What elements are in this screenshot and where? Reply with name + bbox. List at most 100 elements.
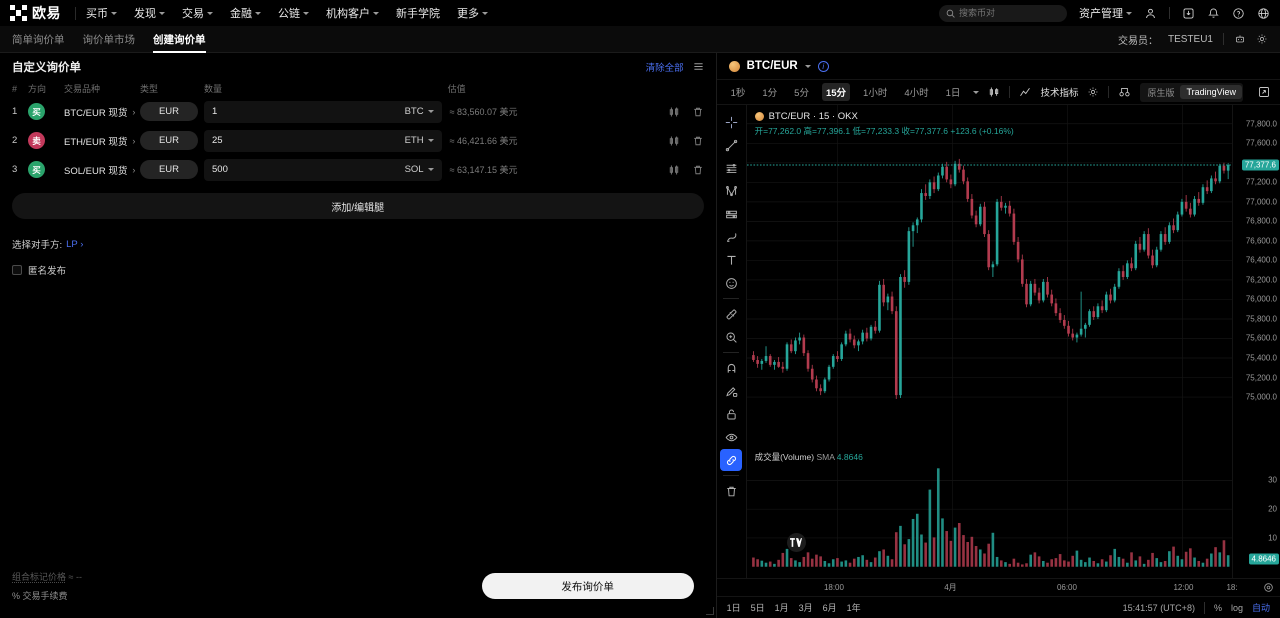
nav-item-discover[interactable]: 发现 bbox=[134, 5, 165, 21]
nav-item-finance[interactable]: 金融 bbox=[230, 5, 261, 21]
sync-link-icon[interactable] bbox=[720, 449, 743, 471]
tab-simple-rfq[interactable]: 简单询价单 bbox=[12, 33, 65, 46]
anonymous-checkbox[interactable] bbox=[12, 265, 22, 275]
time-axis[interactable]: 18:00 4月 06:00 12:00 18: bbox=[716, 578, 1280, 596]
type-selector[interactable]: EUR bbox=[140, 102, 198, 121]
range-5d[interactable]: 5日 bbox=[750, 603, 765, 613]
pencil-lock-icon[interactable] bbox=[720, 380, 742, 402]
zoom-in-icon[interactable] bbox=[720, 326, 742, 348]
price-tick: 77,200.0 bbox=[1245, 177, 1277, 187]
symbol-selector[interactable]: SOL/EUR 现货 › bbox=[64, 163, 140, 177]
symbol-selector[interactable]: BTC/EUR 现货 › bbox=[64, 105, 140, 119]
nav-item-chain[interactable]: 公链 bbox=[278, 5, 309, 21]
help-icon[interactable] bbox=[1232, 7, 1245, 20]
price-axis[interactable]: 77,800.077,600.077,400.077,200.077,000.0… bbox=[1232, 105, 1280, 578]
trend-line-icon[interactable] bbox=[720, 134, 742, 156]
symbol-selector[interactable]: ETH/EUR 现货 › bbox=[64, 134, 140, 148]
pitchfork-icon[interactable] bbox=[720, 180, 742, 202]
long-position-icon[interactable] bbox=[720, 203, 742, 225]
percent-scale-toggle[interactable]: % bbox=[1213, 602, 1222, 613]
range-3mo[interactable]: 3月 bbox=[798, 603, 813, 613]
range-1y[interactable]: 1年 bbox=[846, 603, 861, 613]
clear-all-button[interactable]: 清除全部 bbox=[645, 62, 684, 74]
delete-row-icon[interactable] bbox=[692, 164, 704, 176]
nav-item-more[interactable]: 更多 bbox=[457, 5, 488, 21]
magnet-icon[interactable] bbox=[720, 357, 742, 379]
menu-icon[interactable] bbox=[693, 61, 704, 72]
candlestick-icon[interactable] bbox=[668, 106, 680, 118]
timeframe-15m[interactable]: 15分 bbox=[821, 83, 851, 101]
range-6mo[interactable]: 6月 bbox=[822, 603, 837, 613]
add-edit-leg-button[interactable]: 添加/编辑腿 bbox=[12, 193, 704, 219]
timeframe-5m[interactable]: 5分 bbox=[794, 88, 809, 99]
robot-icon[interactable] bbox=[1234, 33, 1246, 45]
indicator-icon[interactable] bbox=[1019, 86, 1031, 98]
lock-icon[interactable] bbox=[720, 403, 742, 425]
crosshair-icon[interactable] bbox=[720, 111, 742, 133]
nav-divider bbox=[1223, 33, 1224, 45]
delete-row-icon[interactable] bbox=[692, 106, 704, 118]
nav-item-trade[interactable]: 交易 bbox=[182, 5, 213, 21]
resize-handle[interactable] bbox=[705, 607, 714, 615]
emoji-icon[interactable] bbox=[720, 272, 742, 294]
currency-selector[interactable]: BTC bbox=[405, 106, 434, 117]
tab-create-rfq[interactable]: 创建询价单 bbox=[153, 26, 206, 53]
auto-scale-toggle[interactable]: 自动 bbox=[1251, 603, 1270, 613]
tab-rfq-market[interactable]: 询价单市场 bbox=[82, 33, 136, 46]
candlestick-icon[interactable] bbox=[668, 164, 680, 176]
okx-logo[interactable]: 欧易 bbox=[10, 3, 61, 23]
bell-icon[interactable] bbox=[1207, 7, 1220, 20]
info-icon[interactable]: i bbox=[817, 60, 829, 72]
gear-icon[interactable] bbox=[1256, 33, 1268, 45]
range-1d[interactable]: 1日 bbox=[726, 603, 741, 613]
brush-icon[interactable] bbox=[720, 226, 742, 248]
timeframe-1d[interactable]: 1日 bbox=[945, 88, 961, 99]
timeframe-4h[interactable]: 4小时 bbox=[904, 88, 929, 99]
indicators-button[interactable]: 技术指标 bbox=[1040, 88, 1079, 99]
trash-icon[interactable] bbox=[720, 480, 742, 502]
text-icon[interactable] bbox=[720, 249, 742, 271]
search-box[interactable] bbox=[939, 4, 1067, 22]
type-selector[interactable]: EUR bbox=[140, 131, 198, 150]
fullscreen-icon[interactable] bbox=[1258, 86, 1270, 98]
view-native[interactable]: 原生版 bbox=[1147, 87, 1175, 98]
chart-plot-area[interactable]: BTC/EUR · 15 · OKX 开=77,262.0 高=77,396.1… bbox=[746, 105, 1232, 578]
amount-input[interactable] bbox=[212, 106, 405, 117]
eye-icon[interactable] bbox=[720, 426, 742, 448]
direction-badge-buy[interactable]: 买 bbox=[28, 161, 45, 178]
nav-item-institutional[interactable]: 机构客户 bbox=[326, 5, 379, 21]
amount-input[interactable] bbox=[212, 164, 405, 175]
axis-settings-icon[interactable] bbox=[1263, 582, 1274, 593]
type-selector[interactable]: EUR bbox=[140, 160, 198, 179]
nav-item-academy[interactable]: 新手学院 bbox=[396, 5, 440, 21]
chevron-down-icon[interactable] bbox=[973, 90, 980, 94]
chevron-down-icon[interactable] bbox=[804, 64, 811, 68]
horizontal-lines-icon[interactable] bbox=[720, 157, 742, 179]
assets-management-menu[interactable]: 资产管理 bbox=[1079, 5, 1132, 21]
counterparty-selector[interactable]: LP › bbox=[66, 238, 84, 250]
range-1mo[interactable]: 1月 bbox=[774, 603, 789, 613]
gear-icon[interactable] bbox=[1087, 86, 1099, 98]
direction-badge-buy[interactable]: 买 bbox=[28, 103, 45, 120]
delete-row-icon[interactable] bbox=[692, 135, 704, 147]
search-input[interactable] bbox=[959, 8, 1060, 18]
timeframe-1h[interactable]: 1小时 bbox=[863, 88, 888, 99]
anonymous-publish-row: 匿名发布 bbox=[0, 251, 716, 277]
log-scale-toggle[interactable]: log bbox=[1230, 602, 1243, 613]
ruler-icon[interactable] bbox=[720, 303, 742, 325]
chart-type-icon[interactable] bbox=[988, 86, 1000, 98]
candlestick-icon[interactable] bbox=[668, 135, 680, 147]
replay-icon[interactable] bbox=[1118, 86, 1131, 98]
direction-badge-sell[interactable]: 卖 bbox=[28, 132, 45, 149]
user-icon[interactable] bbox=[1144, 7, 1157, 20]
download-icon[interactable] bbox=[1182, 7, 1195, 20]
globe-icon[interactable] bbox=[1257, 7, 1270, 20]
timeframe-1s[interactable]: 1秒 bbox=[730, 88, 746, 99]
amount-input[interactable] bbox=[212, 135, 405, 146]
currency-selector[interactable]: SOL bbox=[405, 164, 434, 175]
publish-rfq-button[interactable]: 发布询价单 bbox=[481, 573, 694, 599]
timeframe-1m[interactable]: 1分 bbox=[762, 88, 778, 99]
nav-item-buy[interactable]: 买币 bbox=[86, 5, 117, 21]
currency-selector[interactable]: ETH bbox=[405, 135, 434, 146]
view-tradingview[interactable]: TradingView bbox=[1180, 85, 1242, 99]
